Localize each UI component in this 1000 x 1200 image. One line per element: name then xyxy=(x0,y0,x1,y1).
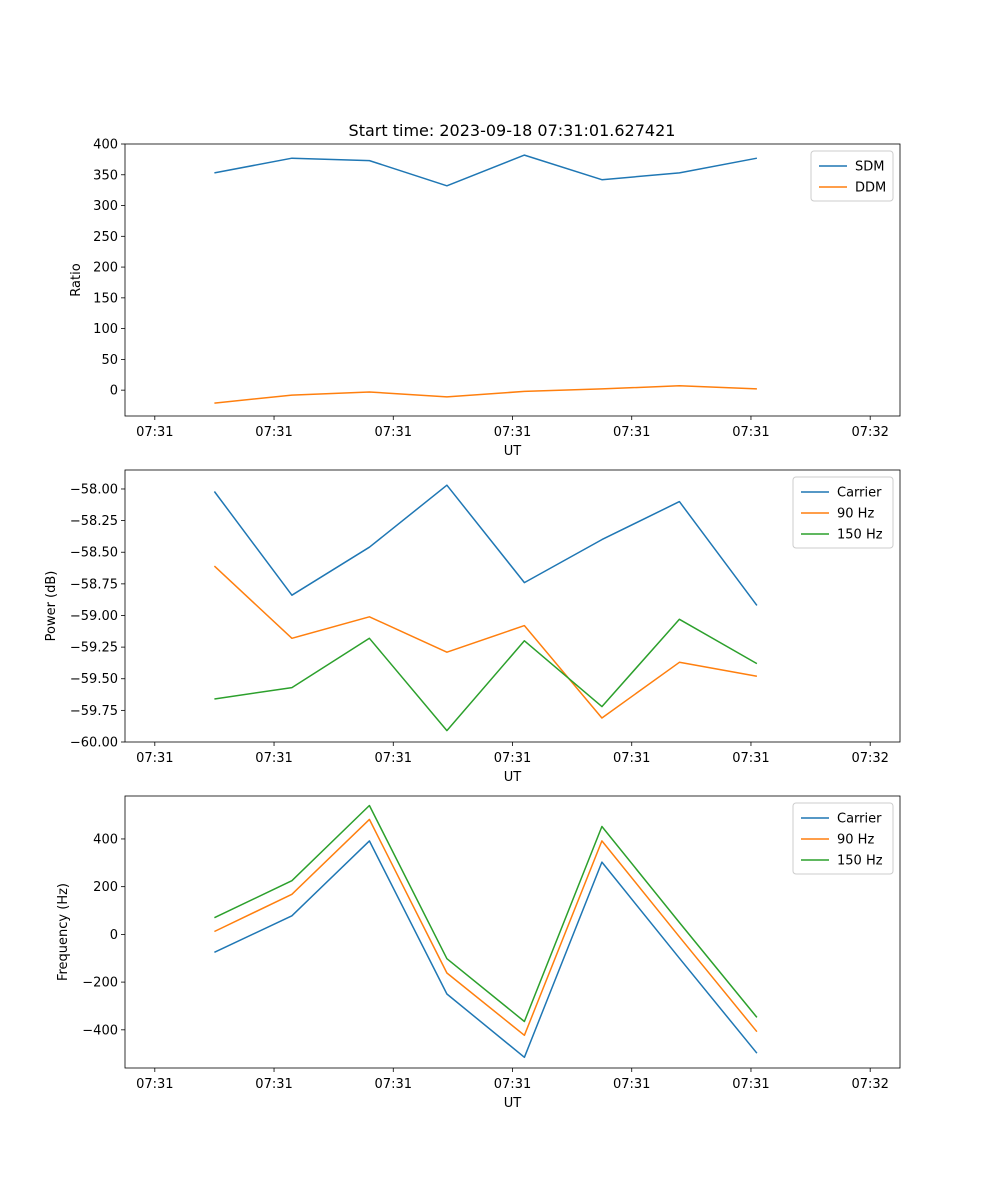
series-line-90-hz xyxy=(214,818,758,1037)
series-line-ddm xyxy=(214,385,757,404)
y-tick-label: −58.25 xyxy=(70,514,118,529)
x-tick-label: 07:31 xyxy=(375,1077,412,1092)
legend-label: 150 Hz xyxy=(837,528,883,543)
y-tick-label: −59.75 xyxy=(70,704,118,719)
y-tick-label: 250 xyxy=(93,230,118,245)
y-tick-label: 0 xyxy=(110,928,118,943)
series-line-carrier xyxy=(214,840,758,1059)
x-tick-label: 07:31 xyxy=(613,425,650,440)
series-line-150-hz xyxy=(214,618,758,732)
y-tick-label: −59.25 xyxy=(70,641,118,656)
subplot-frequency: −400 −200 0 200 400 07:31 07:31 07:31 07:31 07:31… xyxy=(56,795,901,1111)
x-tick-label: 07:32 xyxy=(851,751,888,766)
y-tick-label: 0 xyxy=(110,384,118,399)
x-tick-label: 07:31 xyxy=(255,751,292,766)
legend-label: 150 Hz xyxy=(837,854,883,869)
y-tick-label: 350 xyxy=(93,168,118,183)
x-tick-label: 07:31 xyxy=(136,751,173,766)
x-tick-label: 07:31 xyxy=(732,751,769,766)
x-tick-label: 07:31 xyxy=(494,425,531,440)
legend-label: 90 Hz xyxy=(837,507,874,522)
x-tick-label: 07:31 xyxy=(375,751,412,766)
x-tick-label: 07:31 xyxy=(255,1077,292,1092)
x-tick-label: 07:31 xyxy=(255,425,292,440)
y-tick-label: 50 xyxy=(101,353,118,368)
y-tick-label: −400 xyxy=(82,1023,118,1038)
series-line-150-hz xyxy=(214,804,758,1023)
y-tick-label: −59.50 xyxy=(70,672,118,687)
chart-title: Start time: 2023-09-18 07:31:01.627421 xyxy=(349,121,676,140)
y-tick-label: 150 xyxy=(93,291,118,306)
x-tick-label: 07:31 xyxy=(136,1077,173,1092)
y-tick-label: 100 xyxy=(93,322,118,337)
legend-box xyxy=(810,150,894,202)
x-tick-label: 07:31 xyxy=(494,1077,531,1092)
y-tick-label: −58.75 xyxy=(70,577,118,592)
y-tick-label: 300 xyxy=(93,199,118,214)
series-line-carrier xyxy=(213,484,758,606)
y-tick-label: −200 xyxy=(82,976,118,991)
subplot-ratio: 0 50 100 150 200 250 300 350 400 07:31 07:31 07:31 0… xyxy=(69,121,901,459)
x-tick-label: 07:31 xyxy=(613,1077,650,1092)
legend-label: Carrier xyxy=(837,486,882,501)
x-tick-label: 07:31 xyxy=(613,751,650,766)
x-tick-label: 07:31 xyxy=(375,425,412,440)
y-tick-label: −59.00 xyxy=(70,609,118,624)
y-axis-label: Ratio xyxy=(69,263,84,296)
series-line-90-hz xyxy=(213,565,758,719)
x-tick-label: 07:31 xyxy=(494,751,531,766)
x-axis-label: UT xyxy=(504,770,522,785)
x-axis-label: UT xyxy=(504,444,522,459)
x-tick-label: 07:31 xyxy=(136,425,173,440)
y-tick-label: 400 xyxy=(93,138,118,153)
x-tick-label: 07:31 xyxy=(732,425,769,440)
legend-label: SDM xyxy=(855,160,884,175)
y-tick-label: −58.50 xyxy=(70,546,118,561)
plot-area xyxy=(125,144,900,416)
y-axis-label: Frequency (Hz) xyxy=(56,883,71,981)
subplot-power: −60.00 −59.75 −59.50 −59.25 −59.00 −58.75 −58.… xyxy=(44,469,901,785)
legend-label: DDM xyxy=(855,181,886,196)
legend-box xyxy=(792,802,894,875)
y-axis-label: Power (dB) xyxy=(44,571,59,642)
plot-area xyxy=(125,470,900,742)
y-tick-label: 200 xyxy=(93,261,118,276)
plot-area xyxy=(125,796,900,1068)
y-tick-label: 200 xyxy=(93,880,118,895)
y-tick-label: −60.00 xyxy=(70,736,118,751)
y-tick-label: −58.00 xyxy=(70,482,118,497)
series-line-sdm xyxy=(214,154,758,187)
legend-box xyxy=(792,476,894,549)
legend-label: 90 Hz xyxy=(837,833,874,848)
x-axis-label: UT xyxy=(504,1096,522,1111)
legend-label: Carrier xyxy=(837,812,882,827)
x-tick-label: 07:32 xyxy=(851,425,888,440)
x-tick-label: 07:31 xyxy=(732,1077,769,1092)
x-tick-label: 07:32 xyxy=(851,1077,888,1092)
y-tick-label: 400 xyxy=(93,832,118,847)
